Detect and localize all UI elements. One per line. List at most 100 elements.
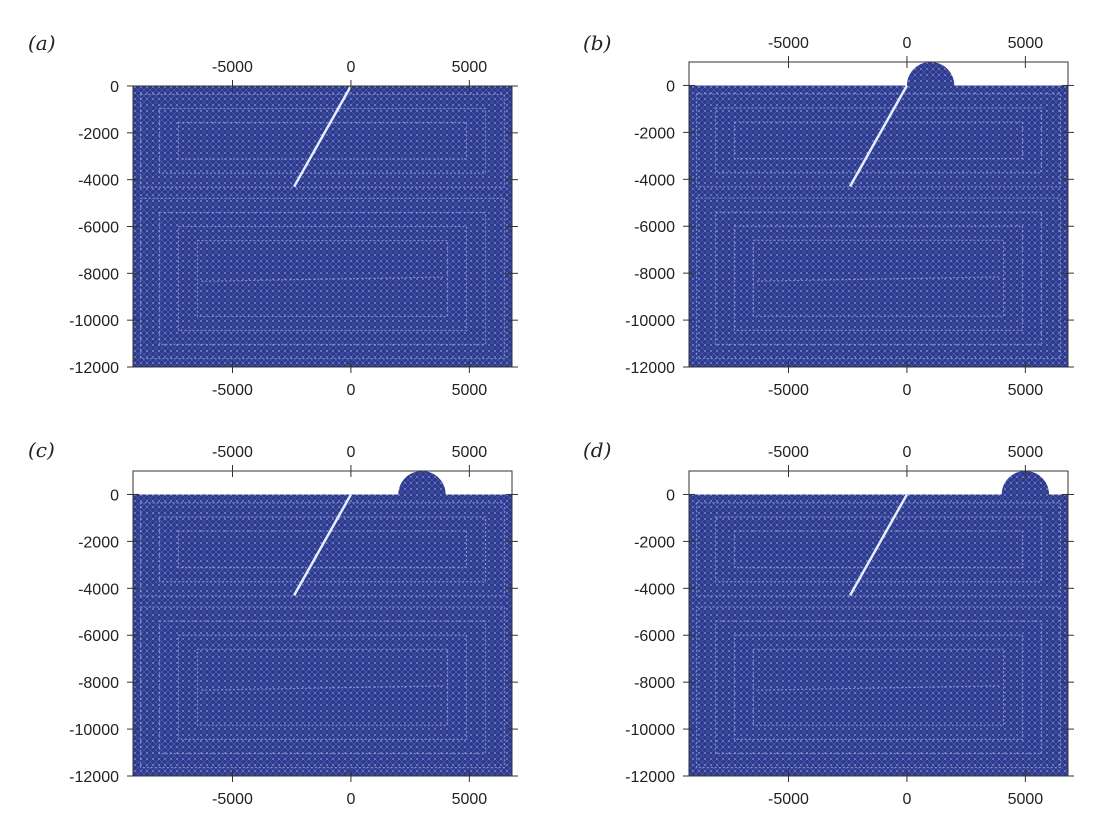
y-tick-label: -12000: [625, 769, 675, 786]
mesh-seam: [752, 239, 1005, 317]
y-tick-label: -6000: [634, 219, 675, 236]
x-tick-label-top: 0: [902, 35, 911, 52]
y-tick-label: 0: [666, 78, 675, 95]
mesh-seam: [714, 211, 1043, 346]
x-tick-label-top: -5000: [768, 35, 809, 52]
x-tick-label-top: 5000: [1008, 444, 1044, 461]
y-tick-label: -4000: [78, 581, 119, 598]
y-tick-label: 0: [110, 487, 119, 504]
y-tick-label: 0: [110, 79, 119, 96]
panel-a: -5000 -5000 0 0 5000 5000 0 -2000 -4000 -6000 -800…: [28, 31, 518, 399]
x-tick-label-top: 0: [346, 444, 355, 461]
mesh-seam: [139, 93, 506, 188]
x-tick-label-top: -5000: [768, 444, 809, 461]
mesh-region: [689, 62, 1068, 367]
y-tick-label: -8000: [78, 266, 119, 283]
mesh-fill: [133, 471, 512, 776]
x-tick-label-top: -5000: [212, 59, 253, 76]
fault-line: [848, 84, 909, 187]
x-tick-label-top: 0: [346, 59, 355, 76]
mesh-seam: [733, 530, 1024, 569]
x-tick-label-bottom: -5000: [212, 382, 253, 399]
axes-frame: [132, 470, 513, 777]
y-tick-label: -12000: [625, 360, 675, 377]
mesh-seam: [201, 276, 444, 282]
y-tick-label: -4000: [634, 172, 675, 189]
mesh-seam: [158, 620, 487, 755]
mesh-seam: [139, 197, 506, 360]
y-tick-label: -2000: [78, 126, 119, 143]
mesh-seam: [158, 107, 487, 174]
y-tick-label: -8000: [634, 266, 675, 283]
mesh-seam: [196, 239, 449, 318]
mesh-seam: [714, 620, 1043, 755]
x-tick-label-bottom: 0: [902, 791, 911, 808]
x-tick-label-top: 0: [902, 444, 911, 461]
mesh-seam: [196, 648, 449, 726]
x-tick-label-bottom: -5000: [768, 382, 809, 399]
mesh-seam: [733, 225, 1024, 332]
mesh-seam: [158, 516, 487, 583]
fault-line: [292, 85, 353, 188]
panel-label: (b): [583, 31, 611, 55]
axes-frame: [688, 470, 1069, 777]
mesh-seam: [714, 516, 1043, 583]
y-tick-label: -4000: [634, 581, 675, 598]
panel-label: (d): [583, 438, 611, 462]
x-tick-label-bottom: -5000: [768, 791, 809, 808]
x-tick-label-bottom: 0: [902, 382, 911, 399]
axes-frame: [688, 61, 1069, 368]
mesh-seam: [695, 502, 1062, 597]
mesh-seam: [139, 606, 506, 769]
mesh-seam: [158, 211, 487, 346]
panel-d: -5000 -5000 0 0 5000 5000 0 -2000 -4000 -6000 -800…: [583, 438, 1074, 808]
mesh-seam: [177, 121, 468, 160]
mesh-region: [133, 86, 512, 367]
mesh-seam: [733, 121, 1024, 160]
y-tick-label: -10000: [69, 722, 119, 739]
y-tick-label: -12000: [69, 769, 119, 786]
y-tick-label: -10000: [625, 313, 675, 330]
mesh-region: [689, 471, 1068, 776]
mesh-seam: [733, 634, 1024, 741]
x-tick-label-top: -5000: [212, 444, 253, 461]
x-tick-label-top: 5000: [452, 444, 488, 461]
y-tick-label: -10000: [69, 313, 119, 330]
x-tick-label-bottom: 5000: [452, 382, 488, 399]
mesh-seam: [177, 530, 468, 569]
y-tick-label: -6000: [634, 628, 675, 645]
y-tick-label: -6000: [78, 220, 119, 237]
y-tick-label: -4000: [78, 173, 119, 190]
mesh-seam: [752, 648, 1005, 726]
panel-c: -5000 -5000 0 0 5000 5000 0 -2000 -4000 -6000 -800…: [28, 438, 518, 808]
x-tick-label-bottom: 0: [346, 791, 355, 808]
mesh-seam: [201, 685, 444, 691]
mesh-seam: [757, 685, 1000, 691]
fault-line: [848, 493, 909, 596]
mesh-fill: [689, 471, 1068, 776]
x-tick-label-top: 5000: [452, 59, 488, 76]
mesh-region: [133, 471, 512, 776]
mesh-seam: [177, 634, 468, 741]
mesh-seam: [757, 276, 1000, 282]
mesh-seam: [714, 107, 1043, 174]
y-tick-label: -10000: [625, 722, 675, 739]
x-tick-label-top: 5000: [1008, 35, 1044, 52]
panel-label: (a): [28, 31, 56, 55]
mesh-fill: [689, 62, 1068, 367]
panel-label: (c): [28, 438, 55, 462]
panel-b: -5000 -5000 0 0 5000 5000 0 -2000 -4000 -6000 -800…: [583, 31, 1074, 399]
mesh-seam: [695, 93, 1062, 188]
mesh-seam: [139, 502, 506, 597]
y-tick-label: -2000: [634, 534, 675, 551]
mesh-seam: [177, 225, 468, 332]
y-tick-label: -8000: [78, 675, 119, 692]
mesh-seam: [695, 606, 1062, 769]
x-tick-label-bottom: 5000: [1008, 382, 1044, 399]
y-tick-label: -6000: [78, 628, 119, 645]
mesh-seam: [695, 197, 1062, 360]
y-tick-label: -12000: [69, 360, 119, 377]
x-tick-label-bottom: 0: [346, 382, 355, 399]
fault-line: [292, 493, 353, 596]
